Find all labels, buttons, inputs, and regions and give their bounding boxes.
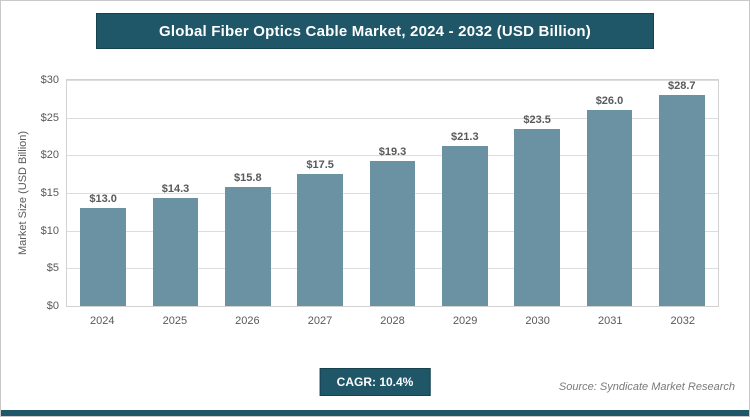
x-tick-label: 2031 (597, 315, 623, 327)
gridline (67, 80, 718, 81)
bar-value-label: $28.7 (668, 80, 696, 92)
bar (297, 174, 343, 306)
x-tick-label: 2030 (525, 315, 550, 327)
bar-value-label: $26.0 (595, 95, 624, 108)
y-tick-label: $10 (40, 224, 59, 237)
y-tick-label: $20 (40, 149, 59, 162)
gridline (67, 117, 718, 119)
y-tick-label: $15 (40, 187, 59, 199)
y-tick-label: $5 (46, 262, 59, 275)
bar-column: $15.8 (212, 80, 284, 306)
bar (225, 186, 271, 306)
source-note: Source: Syndicate Market Research (558, 381, 735, 393)
x-tick-label: 2026 (235, 315, 260, 327)
y-tick-label: $25 (40, 111, 59, 124)
bar-value-label: $15.8 (234, 171, 262, 184)
cagr-label: CAGR: 10.4% (336, 375, 414, 389)
bar-value-label: $17.5 (306, 159, 334, 172)
bar (369, 160, 416, 306)
bar (152, 198, 199, 306)
bar-column: $28.7 (646, 80, 718, 306)
cagr-badge: CAGR: 10.4% (319, 368, 431, 396)
y-axis-title: Market Size (USD Billion) (17, 130, 29, 256)
gridline (67, 155, 718, 157)
chart-title-bar: Global Fiber Optics Cable Market, 2024 -… (96, 13, 654, 49)
x-tick-label: 2029 (452, 315, 478, 327)
plot-area: $0 $5 $10 $15 $20 $25 $30 $13.0 $14.3 $15.8 $17.5… (41, 74, 719, 312)
bar (586, 110, 633, 306)
bar (659, 95, 705, 306)
x-tick-label: 2028 (380, 315, 405, 327)
chart-title: Global Fiber Optics Cable Market, 2024 -… (159, 22, 591, 40)
bar (514, 128, 560, 306)
x-tick-label: 2032 (670, 315, 696, 327)
bar-value-label: $13.0 (89, 193, 117, 206)
bar (80, 208, 126, 306)
x-tick-label: 2024 (90, 315, 115, 327)
bottom-accent-strip (1, 410, 749, 416)
bar-value-label: $14.3 (161, 183, 190, 196)
bar-column: $13.0 (67, 80, 139, 306)
y-tick-label: $0 (46, 300, 59, 312)
bar-column: $26.0 (573, 80, 645, 306)
y-tick-label: $30 (40, 74, 59, 86)
bar-value-label: $19.3 (378, 145, 407, 158)
bar-column: $23.5 (501, 80, 573, 306)
bar-column: $14.3 (139, 80, 211, 306)
bars-container: $13.0 $14.3 $15.8 $17.5 $19.3 $21.3 $23.5 $26.0… (67, 80, 718, 306)
bar-value-label: $21.3 (451, 130, 479, 143)
bar-column: $19.3 (356, 80, 428, 306)
x-tick-label: 2025 (162, 315, 188, 327)
x-axis-labels: 2024 2025 2026 2027 2028 2029 2030 2031 2032 (66, 315, 719, 327)
bar (442, 145, 488, 306)
bar-column: $21.3 (429, 80, 501, 306)
x-tick-label: 2027 (307, 315, 333, 327)
bar-value-label: $23.5 (523, 113, 551, 126)
bar-column: $17.5 (284, 80, 356, 306)
